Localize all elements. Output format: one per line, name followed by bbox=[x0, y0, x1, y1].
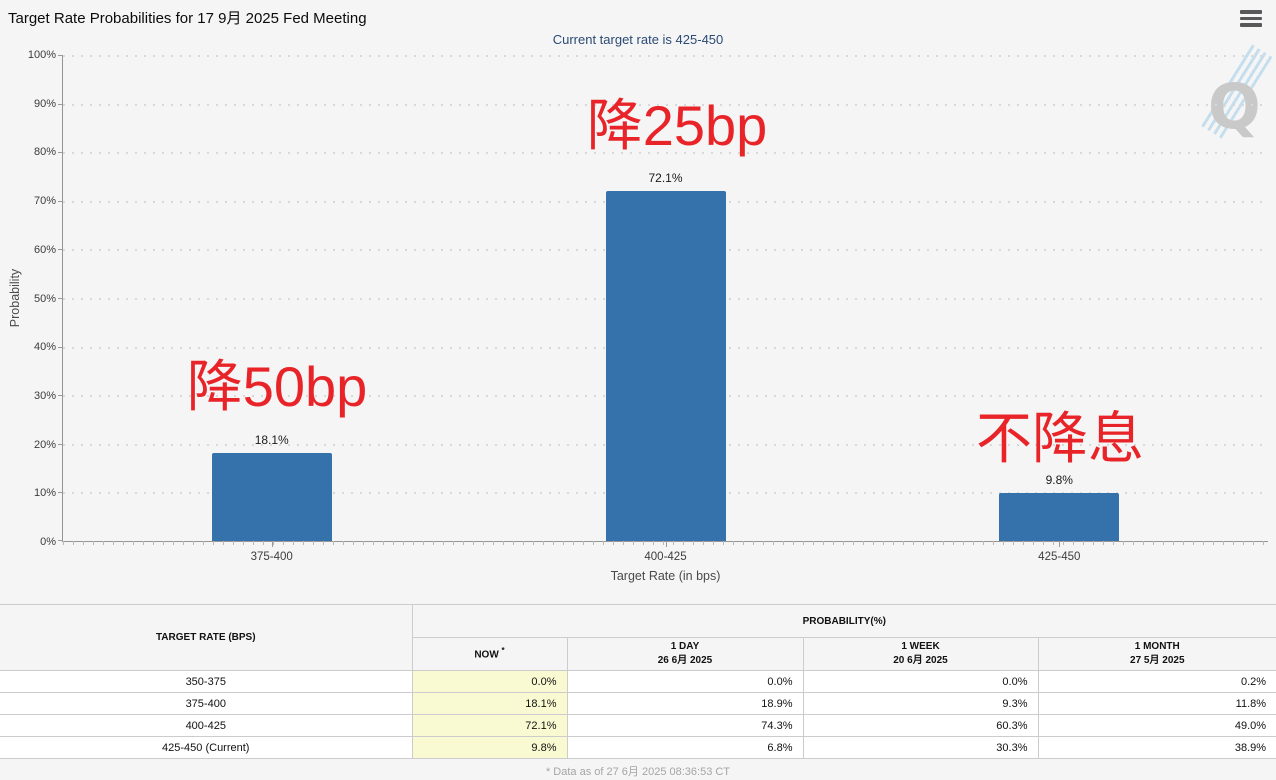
x-axis-category-label: 400-425 bbox=[644, 551, 687, 563]
y-axis-tick bbox=[58, 395, 63, 397]
cell-1month: 38.9% bbox=[1037, 736, 1276, 759]
y-axis-tick bbox=[58, 443, 63, 445]
y-axis-tick-label: 10% bbox=[33, 487, 56, 500]
x-axis-tick bbox=[665, 541, 667, 547]
y-axis-labels: 100% 90% 80% 70% 60% 50% 40% 30% 20% 10%… bbox=[0, 49, 56, 548]
bar-rect[interactable] bbox=[211, 453, 332, 541]
cell-rate: 400-425 bbox=[0, 714, 413, 737]
bar-value-label: 18.1% bbox=[254, 433, 289, 448]
y-axis-tick bbox=[58, 249, 63, 251]
y-axis-tick-label: 100% bbox=[27, 49, 56, 61]
month-date: 27 5月 2025 bbox=[1130, 655, 1185, 666]
now-label: NOW bbox=[474, 649, 499, 661]
table-header-probability: PROBABILITY(%) bbox=[411, 604, 1276, 638]
y-axis-tick bbox=[58, 346, 63, 348]
y-axis-tick bbox=[58, 200, 63, 202]
table-row: 425-450 (Current) 9.8% 6.8% 30.3% 38.9% bbox=[0, 736, 1276, 759]
cell-1day: 6.8% bbox=[566, 736, 804, 759]
cell-1day: 0.0% bbox=[566, 670, 804, 693]
y-axis-tick-label: 80% bbox=[33, 146, 56, 159]
bar-425-450[interactable]: 9.8% bbox=[999, 473, 1120, 541]
y-axis-tick-label: 40% bbox=[33, 341, 56, 354]
y-axis-tick-label: 20% bbox=[33, 438, 56, 451]
gridline bbox=[63, 55, 1268, 57]
y-axis-tick bbox=[58, 492, 63, 494]
cell-1month: 0.2% bbox=[1037, 670, 1276, 693]
y-axis-tick-label: 60% bbox=[33, 243, 56, 256]
table-header-1day: 1 DAY 26 6月 2025 bbox=[566, 637, 804, 671]
table-header-now: NOW * bbox=[412, 637, 568, 671]
cell-now: 72.1% bbox=[411, 714, 568, 737]
page-title: Target Rate Probabilities for 17 9月 2025… bbox=[8, 10, 367, 27]
bar-rect[interactable] bbox=[605, 190, 726, 541]
day-label: 1 DAY bbox=[670, 641, 700, 652]
chart-subtitle: Current target rate is 425-450 bbox=[552, 32, 724, 47]
annotation-cut-25bp: 降25bp bbox=[586, 94, 768, 157]
cell-1week: 9.3% bbox=[802, 692, 1039, 715]
cell-1month: 49.0% bbox=[1037, 714, 1276, 737]
annotation-cut-50bp: 降50bp bbox=[186, 355, 368, 418]
cell-now: 0.0% bbox=[411, 670, 568, 693]
table-header-1month: 1 MONTH 27 5月 2025 bbox=[1037, 637, 1276, 671]
x-axis-category-label: 375-400 bbox=[250, 551, 293, 563]
y-axis-tick-label: 50% bbox=[33, 292, 56, 305]
cell-1day: 74.3% bbox=[566, 714, 804, 737]
bar-400-425[interactable]: 72.1% bbox=[605, 171, 726, 541]
y-axis-title: Probability bbox=[8, 268, 22, 328]
gridline bbox=[63, 103, 1268, 106]
y-axis-tick-label: 70% bbox=[33, 195, 56, 208]
data-as-of-note: * Data as of 27 6月 2025 08:36:53 CT bbox=[545, 766, 731, 778]
table-header-1week: 1 WEEK 20 6月 2025 bbox=[802, 637, 1039, 671]
week-date: 20 6月 2025 bbox=[893, 655, 948, 666]
x-axis-title: Target Rate (in bps) bbox=[610, 569, 721, 583]
cell-1week: 30.3% bbox=[802, 736, 1039, 759]
bar-value-label: 9.8% bbox=[1045, 473, 1073, 488]
gridline bbox=[63, 152, 1268, 155]
cell-1week: 0.0% bbox=[802, 670, 1039, 693]
day-date: 26 6月 2025 bbox=[657, 655, 713, 666]
cell-now: 18.1% bbox=[411, 692, 568, 715]
probability-table: TARGET RATE (BPS) PROBABILITY(%) NOW * 1… bbox=[0, 604, 1276, 759]
annotation-no-cut: 不降息 bbox=[976, 407, 1144, 470]
menu-icon-bar bbox=[1240, 23, 1262, 27]
table-row: 350-375 0.0% 0.0% 0.0% 0.2% bbox=[0, 670, 1276, 693]
y-axis-tick-label: 30% bbox=[33, 389, 56, 402]
cell-1month: 11.8% bbox=[1037, 692, 1276, 715]
menu-icon[interactable] bbox=[1240, 10, 1262, 28]
x-axis-category-label: 425-450 bbox=[1038, 551, 1081, 563]
menu-icon-bar bbox=[1240, 16, 1262, 20]
x-axis-tick bbox=[1059, 541, 1061, 547]
cell-rate: 350-375 bbox=[0, 670, 413, 693]
x-axis-tick bbox=[271, 541, 273, 547]
cell-rate: 375-400 bbox=[0, 692, 413, 715]
cell-1week: 60.3% bbox=[802, 714, 1039, 737]
week-label: 1 WEEK bbox=[901, 641, 940, 652]
y-axis-tick bbox=[58, 55, 63, 56]
y-axis-tick bbox=[58, 540, 63, 541]
menu-icon-bar bbox=[1240, 10, 1262, 14]
table-row: 375-400 18.1% 18.9% 9.3% 11.8% bbox=[0, 692, 1276, 715]
y-axis-tick-label: 90% bbox=[33, 97, 56, 110]
cell-rate: 425-450 (Current) bbox=[0, 736, 413, 759]
y-axis-tick bbox=[58, 103, 63, 105]
table-row: 400-425 72.1% 74.3% 60.3% 49.0% bbox=[0, 714, 1276, 737]
now-asterisk: * bbox=[501, 646, 505, 656]
bar-375-400[interactable]: 18.1% bbox=[211, 433, 332, 541]
y-axis-tick-label: 0% bbox=[40, 536, 56, 548]
y-axis-tick bbox=[58, 298, 63, 299]
plot-area: 18.1% 72.1% 9.8% 375-400 400-425 425-450… bbox=[58, 55, 1268, 583]
bar-rect[interactable] bbox=[999, 493, 1120, 541]
month-label: 1 MONTH bbox=[1134, 641, 1180, 652]
bar-value-label: 72.1% bbox=[648, 170, 683, 185]
y-axis-tick bbox=[58, 152, 63, 154]
cell-now: 9.8% bbox=[411, 736, 568, 759]
cell-1day: 18.9% bbox=[566, 692, 804, 715]
table-header-target-rate: TARGET RATE (BPS) bbox=[0, 604, 413, 671]
